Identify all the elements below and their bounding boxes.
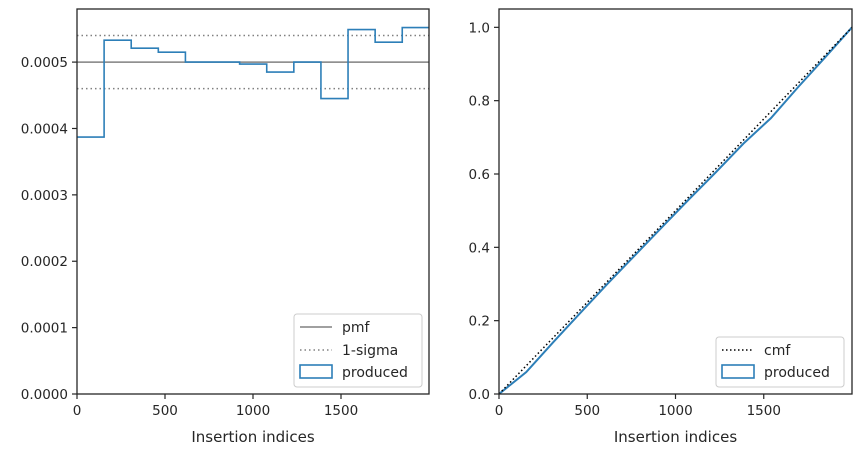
y-tick-label: 0.0003 [21, 188, 68, 204]
cumulative-chart: 0 500 1000 1500 0.0 0.2 0.4 0.6 0.8 1.0 Insertion … [469, 8, 853, 446]
produced-histogram-outline [77, 26, 429, 138]
x-tick-label: 1000 [236, 403, 270, 419]
legend-produced-label: produced [342, 365, 408, 381]
legend-produced-swatch [721, 364, 755, 379]
x-axis-label: Insertion indices [614, 428, 737, 446]
x-axis-label: Insertion indices [191, 428, 314, 446]
y-tick-label: 0.4 [469, 240, 490, 256]
y-tick-label: 0.0002 [21, 254, 68, 270]
axes-frame [498, 8, 853, 395]
cmf-line [498, 26, 853, 395]
y-tick-label: 0.0 [469, 387, 490, 403]
legend: pmf 1-sigma produced [293, 313, 423, 388]
y-tick-label: 0.0005 [21, 55, 68, 71]
legend-pmf-label: pmf [342, 320, 371, 336]
legend-produced-label: produced [764, 365, 830, 381]
x-tick-label: 0 [495, 403, 504, 419]
legend-sigma-label: 1-sigma [342, 343, 398, 359]
histogram-chart: 0 500 1000 1500 0.0000 0.0001 0.0002 0.0003 0.00… [21, 8, 430, 446]
y-tick-label: 0.0004 [21, 121, 68, 137]
legend-box [715, 336, 845, 388]
x-tick-label: 0 [73, 403, 82, 419]
y-tick-label: 0.2 [469, 314, 490, 330]
x-tick-label: 500 [152, 403, 178, 419]
x-tick-label: 500 [574, 403, 600, 419]
legend-produced-swatch [299, 364, 333, 379]
y-tick-label: 1.0 [469, 20, 490, 36]
legend-cmf-label: cmf [764, 343, 791, 359]
x-tick-label: 1500 [747, 403, 781, 419]
y-tick-label: 0.0000 [21, 387, 68, 403]
legend: cmf produced [715, 336, 845, 388]
y-tick-label: 0.6 [469, 167, 490, 183]
produced-line [498, 26, 853, 395]
x-tick-label: 1000 [658, 403, 692, 419]
y-tick-label: 0.8 [469, 94, 490, 110]
x-tick-label: 1500 [324, 403, 358, 419]
legend-box [293, 313, 423, 388]
y-tick-label: 0.0001 [21, 321, 68, 337]
